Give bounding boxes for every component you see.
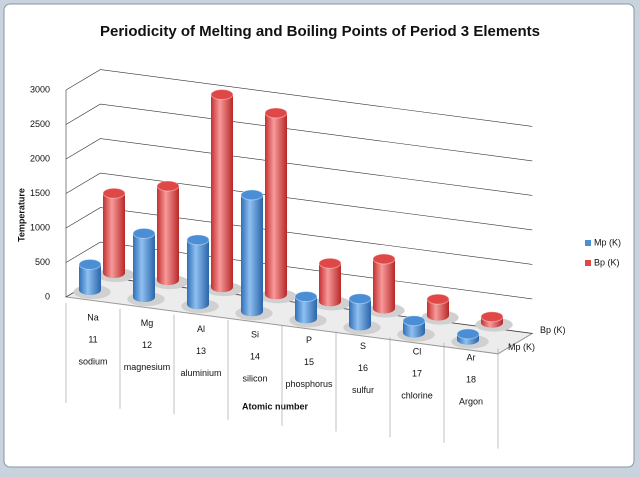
legend-swatch [585,240,591,246]
bar-body [241,194,263,312]
y-tick-label: 3000 [30,84,50,94]
bar-top [402,315,426,327]
grid-line [65,69,533,127]
y-tick-label: 2000 [30,153,50,163]
legend-label: Mp (K) [594,237,621,247]
bar-body [295,296,317,319]
bar-body [373,258,395,309]
bar-body [103,193,125,273]
bar-body [349,298,371,326]
category-label: Si [251,329,259,339]
bar-top [480,311,504,323]
bar [181,234,219,314]
bar [451,328,489,349]
bar [313,257,351,311]
category-label: 17 [412,369,422,379]
bar-top [210,89,234,101]
category-label: S [360,341,366,351]
bar [397,315,435,342]
depth-label: Mp (K) [508,342,535,352]
bar-top [426,293,450,305]
legend-label: Bp (K) [594,257,620,267]
grid-line [65,138,533,196]
y-tick-label: 1500 [30,188,50,198]
bar-top [318,257,342,269]
bar [151,180,189,290]
category-label: 12 [142,340,152,350]
bar-top [456,328,480,340]
bar-top [132,227,156,239]
category-label: P [306,335,312,345]
bar-body [157,186,179,281]
bar-body [319,263,341,302]
category-label: Argon [459,396,483,406]
bar [367,253,405,318]
bar [475,311,513,332]
category-label: 14 [250,351,260,361]
bar-top [78,258,102,270]
bar [289,291,327,328]
y-tick-label: 500 [35,257,50,267]
bar [235,189,273,321]
category-label: Cl [413,347,422,357]
bar-top [294,291,318,303]
category-label: 15 [304,357,314,367]
legend-swatch [585,260,591,266]
bar [343,293,381,335]
bar-top [348,293,372,305]
bar-body [79,264,101,290]
grid-line [65,172,533,231]
bar-body [403,320,425,333]
bar [97,187,135,282]
bar [73,258,111,299]
category-label: Na [87,312,99,322]
category-label: 18 [466,374,476,384]
category-label: sodium [78,356,107,366]
bar-top [240,189,264,201]
bar [205,89,243,297]
category-label: 16 [358,363,368,373]
category-label: Ar [467,352,476,362]
category-label: Mg [141,318,154,328]
category-label: aluminium [180,368,221,378]
category-label: 11 [88,334,97,344]
bar-top [264,107,288,119]
bar-body [265,112,287,295]
bar-top [156,180,180,192]
grid-line [65,103,533,162]
y-axis-label: Temperature [16,188,26,242]
bar [127,227,165,307]
grid-line [65,207,533,265]
bar-top [186,234,210,246]
category-label: silicon [242,373,267,383]
category-label: sulfur [352,385,374,395]
bar-body [211,94,233,288]
y-tick-label: 0 [45,291,50,301]
category-label: Al [197,324,205,334]
chart-frame [3,3,635,468]
category-label: 13 [196,346,206,356]
category-label: chlorine [401,391,433,401]
bar-body [133,233,155,298]
category-label: phosphorus [285,379,333,389]
depth-label: Bp (K) [540,325,566,335]
bar [259,107,297,304]
y-tick-label: 2500 [30,119,50,129]
chart-title: Periodicity of Melting and Boiling Point… [100,23,540,40]
bar-top [372,253,396,265]
bar-top [102,187,126,199]
y-tick-label: 1000 [30,222,50,232]
bar [421,293,459,325]
x-axis-label: Atomic number [242,401,309,411]
bar-body [187,239,209,305]
category-label: magnesium [124,362,171,372]
